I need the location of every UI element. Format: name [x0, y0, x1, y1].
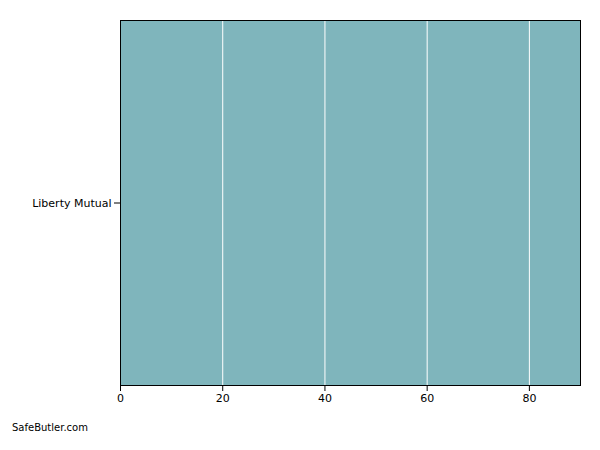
html-text:SafeButler.com: SafeButler.com — [12, 422, 88, 433]
svg-text:60: 60 — [420, 392, 434, 405]
svg-text:0: 0 — [117, 392, 124, 405]
svg-text:40: 40 — [318, 392, 332, 405]
svg-text:80: 80 — [522, 392, 536, 405]
svg-text:Liberty Mutual: Liberty Mutual — [32, 197, 111, 210]
svg-text:20: 20 — [216, 392, 230, 405]
